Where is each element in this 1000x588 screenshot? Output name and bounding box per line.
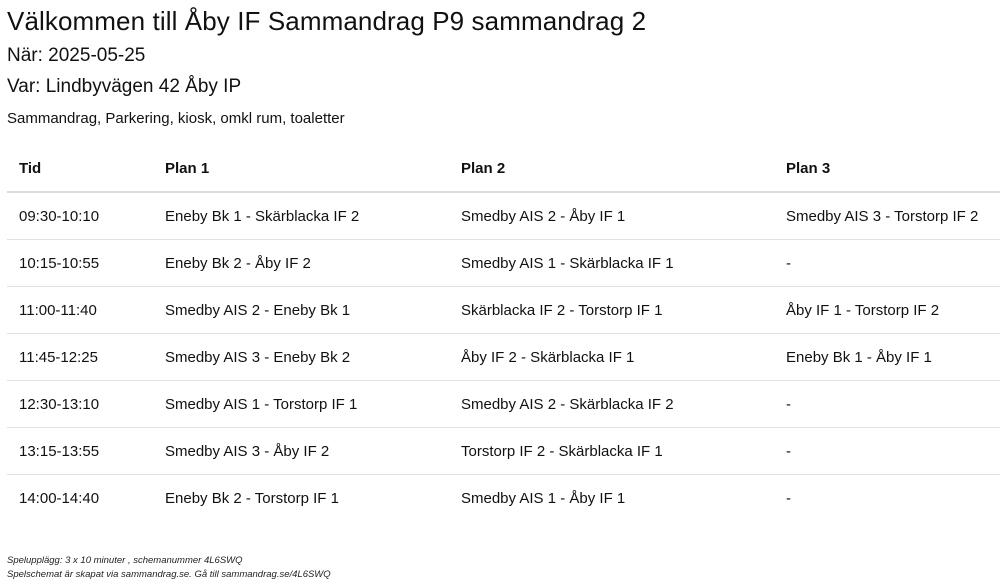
footer: Spelupplägg: 3 x 10 minuter , schemanumm…: [7, 554, 331, 582]
match-cell-plan-2: Smedby AIS 2 - Åby IF 1: [449, 192, 774, 240]
match-cell-plan-2: Skärblacka IF 2 - Torstorp IF 1: [449, 286, 774, 334]
match-cell-plan-1: Eneby Bk 2 - Torstorp IF 1: [165, 489, 339, 507]
match-cell-plan-3: -: [786, 489, 791, 507]
footer-credit: Spelschemat är skapat via sammandrag.se.…: [7, 569, 331, 580]
time-cell: 13:15-13:55: [7, 427, 153, 475]
column-header-tid: Tid: [7, 145, 153, 193]
match-cell-plan-3: Eneby Bk 1 - Åby IF 1: [774, 333, 1000, 381]
table-row: 11:45-12:25 Smedby AIS 3 - Eneby Bk 2 Åb…: [7, 333, 1000, 381]
match-cell-plan-2: Smedby AIS 2 - Skärblacka IF 2: [449, 380, 774, 428]
match-cell-plan-2: Smedby AIS 1 - Skärblacka IF 1: [449, 239, 774, 287]
column-header-plan-3: Plan 3: [774, 145, 1000, 193]
match-cell-plan-3: Åby IF 1 - Torstorp IF 2: [774, 286, 1000, 334]
table-row: 11:00-11:40 Smedby AIS 2 - Eneby Bk 1 Sk…: [7, 286, 1000, 334]
match-cell-plan-2: Åby IF 2 - Skärblacka IF 1: [449, 333, 774, 381]
time-cell: 11:00-11:40: [7, 286, 153, 334]
page-title: Välkommen till Åby IF Sammandrag P9 samm…: [7, 6, 647, 36]
table-row: 12:30-13:10 Smedby AIS 1 - Torstorp IF 1…: [7, 380, 1000, 428]
time-cell: 09:30-10:10: [7, 192, 153, 240]
match-cell-plan-3: -: [774, 239, 1000, 287]
table-row: 10:15-10:55 Eneby Bk 2 - Åby IF 2 Smedby…: [7, 239, 1000, 287]
match-cell-plan-1: Smedby AIS 3 - Åby IF 2: [153, 427, 449, 475]
match-cell-plan-1: Eneby Bk 1 - Skärblacka IF 2: [153, 192, 449, 240]
match-cell-plan-3: Smedby AIS 3 - Torstorp IF 2: [774, 192, 1000, 240]
event-location: Var: Lindbyvägen 42 Åby IP: [7, 76, 242, 97]
table-row: 09:30-10:10 Eneby Bk 1 - Skärblacka IF 2…: [7, 192, 1000, 240]
table-header-row: Tid Plan 1 Plan 2 Plan 3: [7, 145, 1000, 193]
match-cell-plan-1: Smedby AIS 3 - Eneby Bk 2: [153, 333, 449, 381]
schedule-table: Tid Plan 1 Plan 2 Plan 3 09:30-10:10 Ene…: [7, 145, 1000, 521]
table-row: 14:00-14:40 Eneby Bk 2 - Torstorp IF 1 S…: [7, 475, 1000, 522]
match-cell-plan-2: Smedby AIS 1 - Åby IF 1: [461, 489, 626, 507]
footer-game-format: Spelupplägg: 3 x 10 minuter , schemanumm…: [7, 555, 243, 566]
time-cell: 14:00-14:40: [19, 489, 100, 507]
match-cell-plan-3: -: [774, 380, 1000, 428]
time-cell: 11:45-12:25: [7, 333, 153, 381]
time-cell: 12:30-13:10: [7, 380, 153, 428]
match-cell-plan-1: Smedby AIS 2 - Eneby Bk 1: [153, 286, 449, 334]
match-cell-plan-3: -: [774, 427, 1000, 475]
column-header-plan-2: Plan 2: [449, 145, 774, 193]
match-cell-plan-2: Torstorp IF 2 - Skärblacka IF 1: [449, 427, 774, 475]
match-cell-plan-1: Eneby Bk 2 - Åby IF 2: [153, 239, 449, 287]
column-header-plan-1: Plan 1: [153, 145, 449, 193]
time-cell: 10:15-10:55: [7, 239, 153, 287]
table-row: 13:15-13:55 Smedby AIS 3 - Åby IF 2 Tors…: [7, 427, 1000, 475]
event-date: När: 2025-05-25: [7, 45, 146, 66]
match-cell-plan-1: Smedby AIS 1 - Torstorp IF 1: [153, 380, 449, 428]
event-description: Sammandrag, Parkering, kiosk, omkl rum, …: [7, 110, 345, 127]
